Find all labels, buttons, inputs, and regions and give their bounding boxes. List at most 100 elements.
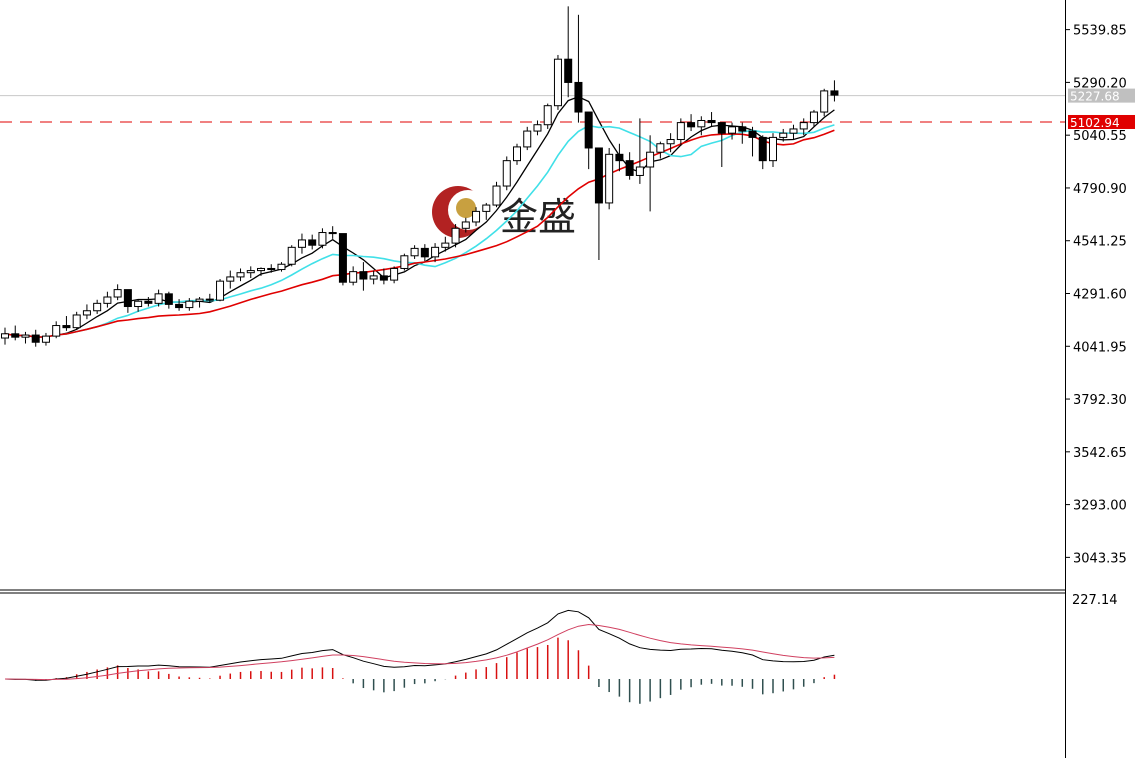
candle-50 [513,143,521,165]
macd-panel: 227.14 [4,593,1118,704]
candle-body-21 [216,280,225,301]
candle-10 [103,291,112,308]
candle-body-55 [564,58,573,83]
current-price-tag [1068,88,1135,103]
candle-78 [799,118,808,136]
candle-body-44 [451,227,460,244]
candle-body-10 [103,296,112,304]
candle-body-24 [246,270,255,274]
candle-37 [379,268,388,285]
candle-74 [758,135,767,170]
candle-body-28 [287,246,296,265]
candle-body-5 [52,325,61,337]
candle-72 [738,122,747,144]
candle-body-9 [93,302,102,312]
candle-48 [492,181,501,208]
candle-body-64 [656,143,665,153]
candle-body-29 [297,239,306,248]
candle-body-26 [267,267,276,271]
candle-35 [359,262,368,291]
candle-40 [410,245,419,259]
candle-body-63 [646,151,655,168]
candle-55 [564,6,573,98]
candle-43 [441,236,450,252]
candle-22 [226,270,235,289]
candle-body-59 [605,153,614,204]
candle-75 [769,133,777,168]
candle-46 [472,207,481,227]
candle-body-42 [431,246,440,258]
candle-body-19 [195,298,204,302]
candle-body-27 [277,263,286,271]
price-axis: 5539.85 5290.20 5040.55 4790.90 4541.25 4291.… [1065,24,1127,566]
candle-59 [605,147,614,210]
price-tick-label-5: 4291.60 [1073,287,1127,302]
current-price-label: 5227.68 [1070,90,1120,104]
candle-body-15 [154,293,163,304]
candle-49 [502,156,511,191]
candle-body-34 [349,271,358,283]
candle-70 [717,122,726,168]
candle-body-54 [553,58,562,107]
candle-body-7 [72,314,81,329]
price-tick-label-4: 4541.25 [1073,235,1127,250]
candle-23 [236,268,245,282]
candle-13 [134,299,143,312]
candle-69 [707,112,716,127]
candle-6 [62,316,71,331]
candle-73 [748,126,757,157]
candle-body-16 [164,293,173,305]
candle-body-2 [21,334,30,338]
candle-12 [123,289,132,313]
price-tick-label-0: 5539.85 [1073,24,1127,39]
candle-32 [328,226,337,239]
candle-71 [728,122,737,140]
candle-body-6 [62,325,71,329]
moving-average-lines [4,96,835,338]
candle-54 [553,54,562,110]
candle-body-80 [820,90,829,113]
candle-0 [1,327,9,345]
candle-body-40 [410,247,419,257]
price-tick-label-7: 3792.30 [1073,393,1127,408]
reference-price-label: 5102.94 [1070,116,1120,130]
price-tick-label-3: 4790.90 [1073,182,1127,197]
candle-81 [830,80,839,102]
ma-20-line [4,129,835,338]
candle-64 [656,141,665,159]
candlestick-series [1,6,839,347]
candle-38 [390,266,399,284]
candle-24 [246,266,255,278]
candle-body-81 [830,90,839,96]
candle-body-73 [748,130,757,138]
candle-62 [635,118,644,184]
candle-39 [400,253,409,271]
candle-60 [615,143,624,172]
candle-body-25 [257,267,265,272]
candle-8 [82,304,91,320]
candle-76 [779,128,788,142]
candle-4 [41,332,50,346]
macd-axis-label: 227.14 [1072,593,1118,608]
candle-66 [676,118,685,146]
candle-body-66 [676,122,685,141]
candle-3 [31,329,40,347]
candle-body-75 [769,136,777,162]
candle-body-41 [420,247,429,258]
candle-45 [461,217,470,233]
candle-29 [297,233,306,254]
candle-body-53 [543,105,552,126]
candle-53 [543,103,552,129]
candle-body-35 [359,271,368,280]
candle-67 [687,114,696,132]
candle-body-57 [584,111,593,149]
candle-body-22 [226,276,235,282]
candle-body-33 [338,233,347,283]
candle-26 [267,264,276,273]
candle-body-39 [400,255,409,269]
candle-body-72 [738,126,747,132]
price-tick-label-9: 3293.00 [1073,499,1127,514]
candle-body-76 [779,132,788,138]
candle-61 [625,152,634,180]
candle-body-43 [441,242,450,248]
